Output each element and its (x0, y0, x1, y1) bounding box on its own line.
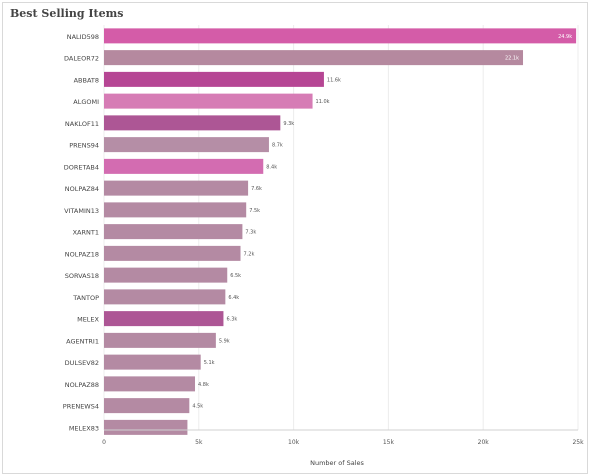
x-tick-label: 20k (478, 439, 490, 446)
category-label: NOLPAZ88 (65, 381, 99, 389)
data-label: 4.8k (198, 382, 209, 388)
bar (104, 202, 247, 218)
data-label: 4.5k (192, 404, 203, 410)
chart-title: Best Selling Items (10, 7, 124, 20)
x-tick-label: 0 (102, 439, 106, 446)
bar (104, 419, 188, 435)
x-tick-label: 15k (383, 439, 395, 446)
category-label: AGENTRI1 (66, 337, 99, 345)
bar (104, 28, 577, 44)
x-tick-label: 25k (572, 439, 584, 446)
bar (104, 398, 190, 414)
category-label: PRENS94 (69, 142, 99, 150)
category-label: VITAMIN13 (64, 207, 99, 215)
data-label: 6.3k (226, 317, 237, 323)
bar (104, 158, 264, 174)
bar (104, 267, 228, 283)
x-tick-label: 5k (195, 439, 203, 446)
bar (104, 50, 524, 66)
category-label: MELEX (77, 316, 99, 324)
bar (104, 224, 243, 240)
data-label: 7.3k (245, 230, 256, 236)
data-label: 11.0k (316, 99, 330, 105)
category-label: ALGOMI (73, 98, 99, 106)
category-label: MELEX83 (69, 424, 99, 432)
bar (104, 311, 224, 327)
category-label: NOLPAZ18 (65, 250, 99, 258)
data-label: 22.1k (505, 56, 519, 62)
bar (104, 115, 281, 131)
category-label: NAKLOF11 (65, 120, 99, 128)
bar (104, 71, 324, 87)
data-label: 6.5k (230, 273, 241, 279)
category-label: XARNT1 (73, 229, 99, 237)
data-label: 6.4k (228, 295, 239, 301)
data-label: 5.9k (219, 338, 230, 344)
category-label: DULSEV82 (65, 359, 99, 367)
data-label: 9.3k (283, 121, 294, 127)
bar (104, 93, 313, 109)
data-label: 11.6k (327, 77, 341, 83)
category-label: SORVAS18 (65, 272, 99, 280)
category-label: TANTOP (72, 294, 99, 302)
bar (104, 354, 201, 370)
category-label: DORETAB4 (64, 163, 99, 171)
x-tick-label: 10k (288, 439, 300, 446)
data-label: 8.7k (272, 143, 283, 149)
data-label: 7.6k (251, 186, 262, 192)
data-label: 5.1k (204, 360, 215, 366)
category-label: ABBAT8 (74, 76, 99, 84)
data-label: 7.5k (249, 208, 260, 214)
bar (104, 180, 249, 196)
category-label: NOLPAZ84 (65, 185, 99, 193)
bar (104, 289, 226, 305)
data-label: 8.4k (266, 164, 277, 170)
bar (104, 137, 269, 153)
bar (104, 245, 241, 261)
data-label: 24.9k (558, 34, 572, 40)
category-label: NALID598 (67, 33, 99, 41)
category-label: PRENEWS4 (63, 403, 99, 411)
data-label: 7.2k (244, 251, 255, 257)
category-label: DALEOR72 (64, 55, 99, 63)
bar (104, 376, 196, 392)
bar (104, 332, 216, 348)
x-axis-label: Number of Sales (310, 459, 364, 467)
